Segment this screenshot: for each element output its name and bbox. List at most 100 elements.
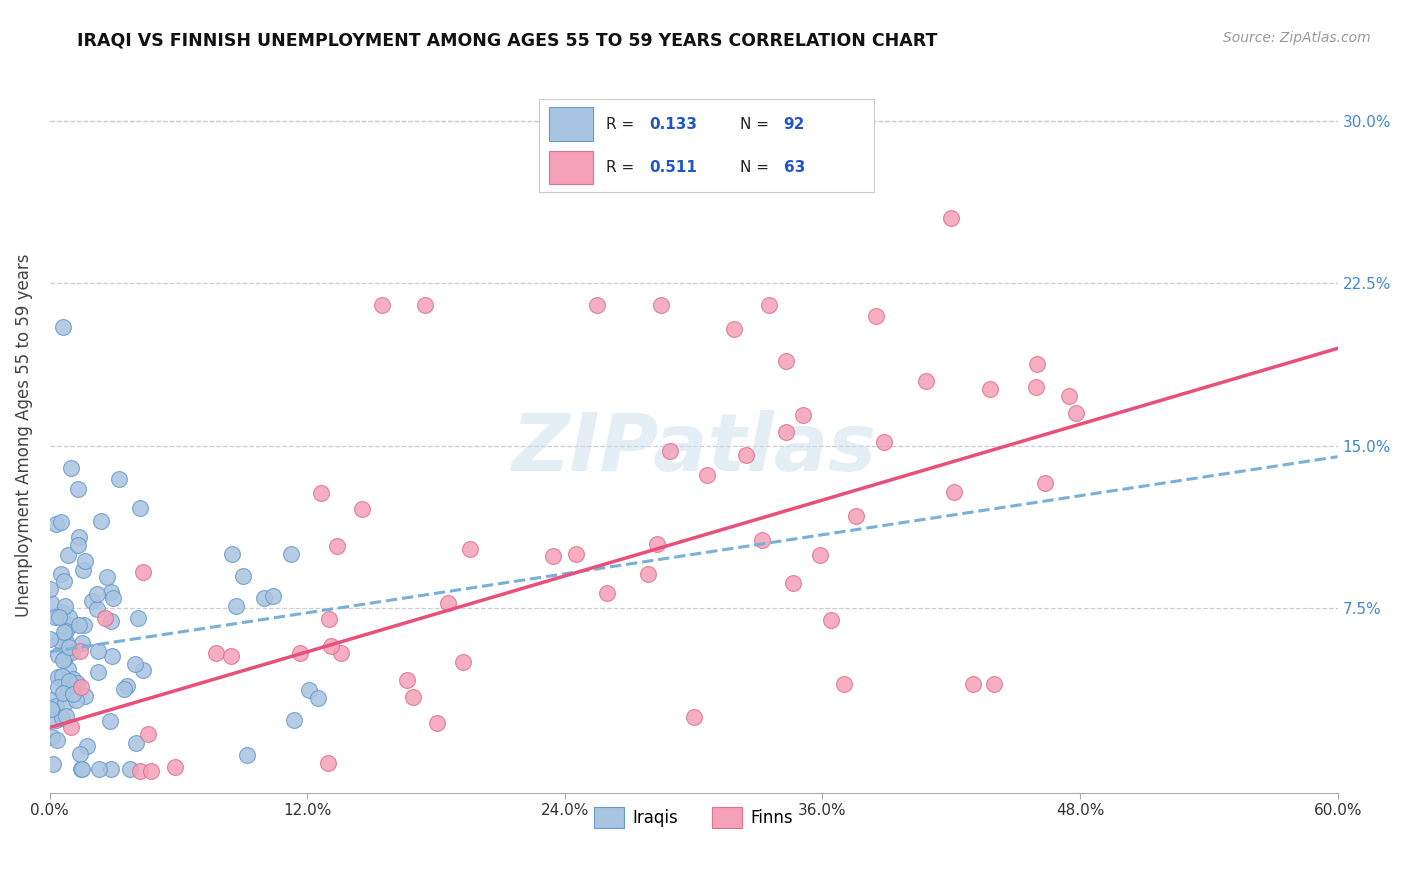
Iraqis xyxy=(45,713,67,727)
Finns xyxy=(943,484,966,499)
Finns xyxy=(758,298,780,312)
Finns xyxy=(1033,476,1056,491)
Iraqis xyxy=(232,569,254,583)
Iraqis xyxy=(101,591,124,605)
Iraqis xyxy=(56,681,79,696)
Iraqis xyxy=(125,736,148,750)
Finns xyxy=(163,760,186,774)
Finns xyxy=(792,409,814,423)
Iraqis xyxy=(86,643,108,657)
Iraqis xyxy=(60,460,83,475)
Finns xyxy=(775,354,797,368)
Finns xyxy=(219,648,242,663)
Iraqis xyxy=(45,517,67,532)
Iraqis xyxy=(87,762,110,776)
Iraqis xyxy=(58,640,80,654)
Iraqis xyxy=(56,662,79,676)
Finns xyxy=(808,549,831,563)
Iraqis xyxy=(39,702,62,716)
Iraqis xyxy=(112,681,135,696)
Iraqis xyxy=(41,730,63,744)
Finns xyxy=(1025,380,1047,394)
Finns xyxy=(596,586,619,600)
Finns xyxy=(865,309,887,323)
Finns xyxy=(751,533,773,547)
Iraqis xyxy=(51,669,73,683)
Iraqis xyxy=(107,472,129,486)
Iraqis xyxy=(51,711,73,725)
Finns xyxy=(682,710,704,724)
Iraqis xyxy=(235,748,257,763)
Iraqis xyxy=(55,709,77,723)
Iraqis xyxy=(72,563,94,577)
Iraqis xyxy=(100,762,122,776)
Iraqis xyxy=(100,649,122,664)
Iraqis xyxy=(52,686,75,700)
Finns xyxy=(290,646,312,660)
Iraqis xyxy=(128,500,150,515)
Iraqis xyxy=(66,482,89,496)
Iraqis xyxy=(51,567,73,582)
Iraqis xyxy=(45,698,67,713)
Finns xyxy=(565,547,588,561)
Finns xyxy=(541,549,564,563)
Iraqis xyxy=(280,547,302,561)
Finns xyxy=(60,720,83,734)
Iraqis xyxy=(67,530,90,544)
Finns xyxy=(820,613,842,627)
Finns xyxy=(309,486,332,500)
Finns xyxy=(962,677,984,691)
Finns xyxy=(1026,357,1049,371)
Iraqis xyxy=(132,663,155,677)
Iraqis xyxy=(298,683,321,698)
Iraqis xyxy=(48,648,70,663)
Iraqis xyxy=(80,594,103,608)
Finns xyxy=(371,298,394,312)
Iraqis xyxy=(55,635,77,649)
Iraqis xyxy=(75,689,97,703)
Iraqis xyxy=(307,691,329,706)
Finns xyxy=(415,298,437,312)
Finns xyxy=(128,764,150,778)
Iraqis xyxy=(60,645,83,659)
Iraqis xyxy=(55,624,77,638)
Finns xyxy=(326,539,349,553)
Iraqis xyxy=(124,657,146,671)
Finns xyxy=(131,565,153,579)
Finns xyxy=(723,322,745,336)
Iraqis xyxy=(67,538,90,552)
Finns xyxy=(586,125,609,139)
Finns xyxy=(983,677,1005,691)
Iraqis xyxy=(39,582,62,596)
Iraqis xyxy=(221,547,243,561)
Finns xyxy=(205,646,228,660)
Iraqis xyxy=(62,673,84,687)
Finns xyxy=(352,502,374,516)
Finns xyxy=(318,612,340,626)
Iraqis xyxy=(51,319,73,334)
Finns xyxy=(319,639,342,653)
Iraqis xyxy=(66,675,89,690)
Iraqis xyxy=(65,693,87,707)
Finns xyxy=(775,425,797,439)
Finns xyxy=(316,756,339,771)
Iraqis xyxy=(115,679,138,693)
Finns xyxy=(401,690,423,704)
Finns xyxy=(437,596,460,610)
Finns xyxy=(426,715,449,730)
Iraqis xyxy=(90,515,112,529)
Iraqis xyxy=(73,618,96,632)
Iraqis xyxy=(100,584,122,599)
Finns xyxy=(872,435,894,450)
Iraqis xyxy=(46,680,69,694)
Iraqis xyxy=(58,609,80,624)
Iraqis xyxy=(46,670,69,684)
Iraqis xyxy=(49,515,72,529)
Text: IRAQI VS FINNISH UNEMPLOYMENT AMONG AGES 55 TO 59 YEARS CORRELATION CHART: IRAQI VS FINNISH UNEMPLOYMENT AMONG AGES… xyxy=(77,31,938,49)
Iraqis xyxy=(52,574,75,588)
Iraqis xyxy=(72,762,94,776)
Finns xyxy=(650,298,672,312)
Iraqis xyxy=(72,636,94,650)
Finns xyxy=(832,677,855,691)
Iraqis xyxy=(67,617,90,632)
